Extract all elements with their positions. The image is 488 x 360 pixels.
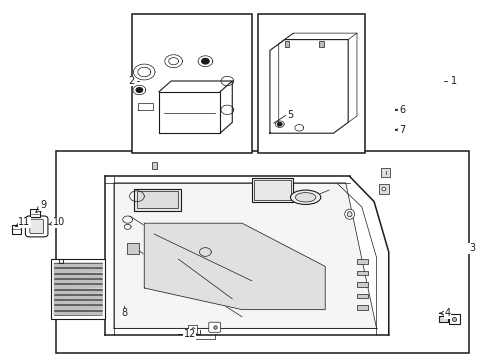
Text: 11: 11 — [18, 217, 31, 228]
Polygon shape — [54, 284, 102, 289]
Bar — [151, 162, 157, 169]
Bar — [356, 259, 367, 264]
Text: 4: 4 — [444, 308, 449, 318]
Polygon shape — [144, 223, 325, 310]
Bar — [254, 180, 290, 200]
Text: 2: 2 — [128, 76, 134, 86]
Polygon shape — [54, 305, 102, 310]
Text: 3: 3 — [468, 243, 474, 253]
FancyBboxPatch shape — [208, 322, 220, 332]
Bar — [356, 271, 367, 275]
Bar — [318, 41, 323, 47]
Ellipse shape — [381, 187, 385, 191]
Bar — [56, 151, 468, 353]
FancyBboxPatch shape — [30, 219, 43, 234]
Ellipse shape — [290, 190, 320, 204]
Bar — [356, 294, 367, 298]
Bar — [448, 314, 459, 324]
FancyBboxPatch shape — [25, 216, 48, 237]
Bar — [188, 325, 197, 333]
Bar — [30, 209, 40, 217]
Text: 9: 9 — [40, 200, 46, 210]
Polygon shape — [54, 263, 102, 267]
Bar — [132, 14, 251, 153]
Ellipse shape — [346, 212, 351, 217]
Bar — [356, 305, 367, 310]
Text: 1: 1 — [450, 76, 456, 86]
Text: 7: 7 — [398, 125, 404, 135]
Ellipse shape — [344, 209, 354, 219]
Polygon shape — [136, 88, 142, 92]
Polygon shape — [54, 268, 102, 273]
Bar — [284, 41, 289, 47]
Text: 8: 8 — [122, 308, 127, 318]
Bar — [381, 168, 389, 177]
Polygon shape — [54, 300, 102, 305]
Text: 5: 5 — [286, 110, 292, 120]
Bar — [12, 225, 21, 234]
Polygon shape — [54, 289, 102, 294]
Ellipse shape — [295, 193, 315, 202]
Polygon shape — [202, 59, 209, 64]
Bar — [137, 191, 178, 208]
Polygon shape — [114, 183, 376, 328]
Polygon shape — [54, 274, 102, 278]
Bar — [356, 282, 367, 287]
Text: 12: 12 — [183, 329, 196, 339]
Polygon shape — [54, 311, 102, 315]
Bar — [438, 316, 447, 322]
Bar — [257, 14, 365, 153]
Polygon shape — [54, 279, 102, 283]
Polygon shape — [54, 295, 102, 299]
Bar — [51, 259, 105, 319]
Bar — [378, 184, 388, 194]
Bar — [251, 178, 293, 202]
Bar — [127, 243, 139, 254]
Text: 10: 10 — [52, 217, 65, 228]
Bar — [134, 189, 181, 211]
Polygon shape — [277, 123, 281, 126]
Text: 6: 6 — [398, 105, 404, 115]
